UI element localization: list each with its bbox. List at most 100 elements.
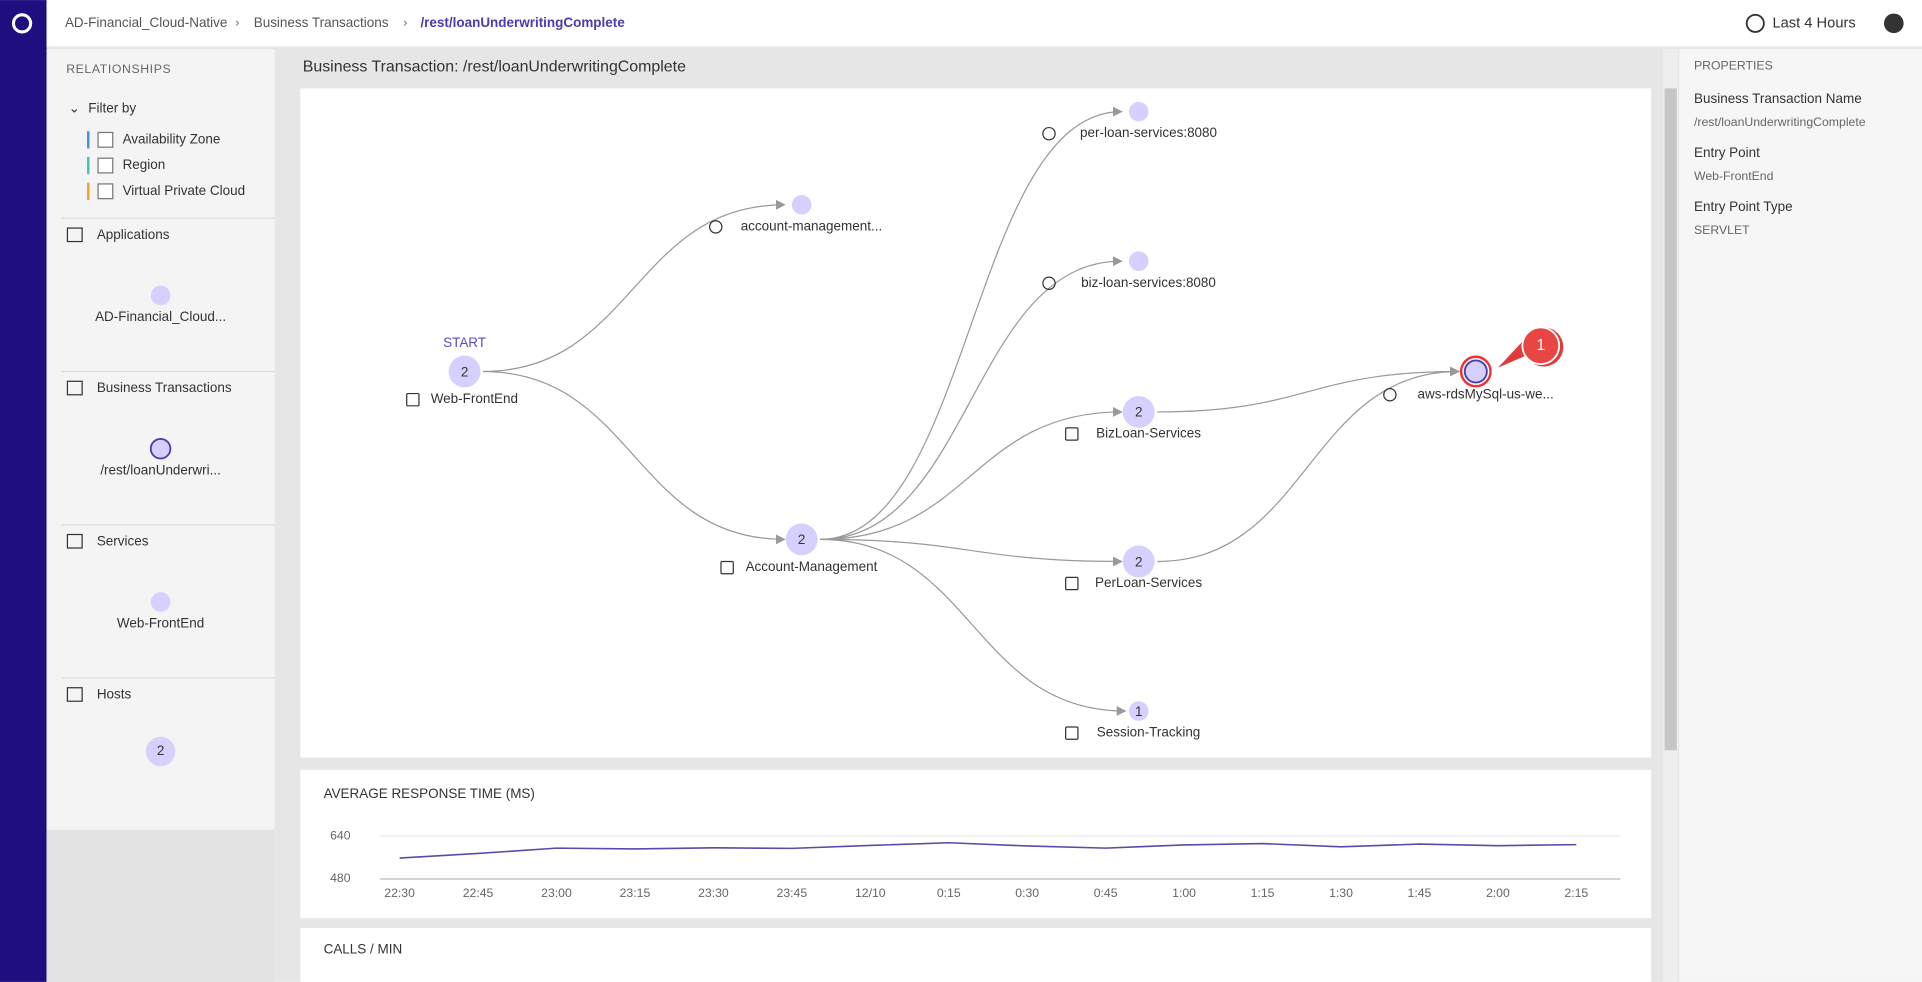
node-label: Web-FrontEnd	[117, 616, 204, 631]
node-count: 2	[798, 532, 806, 547]
node-label: account-management...	[741, 218, 883, 233]
property-name: Business Transaction Name	[1694, 91, 1862, 106]
section-title: Applications	[97, 227, 170, 242]
time-range[interactable]: Last 4 Hours	[1772, 15, 1855, 31]
property-value: SERVLET	[1694, 223, 1750, 237]
top-bar	[46, 0, 1922, 47]
sidebar-title: RELATIONSHIPS	[66, 62, 171, 76]
x-tick-label: 23:45	[777, 886, 808, 900]
section-icon	[66, 687, 83, 702]
x-tick-label: 1:45	[1408, 886, 1432, 900]
filter-name: Availability Zone	[123, 131, 221, 146]
node-icon	[1042, 276, 1056, 290]
edge	[820, 538, 1123, 567]
checkbox[interactable]	[97, 131, 114, 148]
properties-panel	[1679, 49, 1922, 982]
graph-node[interactable]	[791, 194, 812, 215]
calls-card	[300, 927, 1652, 982]
section-node[interactable]	[150, 285, 171, 306]
x-tick-label: 12/10	[855, 886, 886, 900]
x-tick-label: 2:00	[1486, 886, 1510, 900]
calls-title: CALLS / MIN	[324, 942, 403, 957]
checkbox[interactable]	[97, 157, 114, 174]
nav-rail	[0, 0, 47, 982]
node-icon	[1065, 576, 1079, 591]
node-icon	[720, 560, 734, 575]
node-count: 1	[1135, 704, 1143, 719]
section-title: Services	[97, 533, 149, 548]
chart-title: AVERAGE RESPONSE TIME (MS)	[324, 786, 535, 801]
checkbox[interactable]	[97, 183, 114, 200]
node-label: Session-Tracking	[1097, 725, 1201, 740]
graph-node[interactable]	[1128, 701, 1149, 721]
section-node[interactable]	[150, 592, 171, 612]
crumb-current: /rest/loanUnderwritingComplete	[420, 15, 625, 30]
edge	[820, 538, 1127, 716]
filter-color	[87, 156, 90, 175]
filter-color	[87, 182, 90, 200]
filter-color	[87, 131, 90, 149]
x-tick-label: 0:15	[937, 886, 961, 900]
node-label: AD-Financial_Cloud...	[95, 309, 226, 324]
x-tick-label: 23:00	[541, 886, 572, 900]
node-label: Web-FrontEnd	[431, 391, 518, 406]
node-label: Account-Management	[746, 559, 878, 574]
node-icon	[1065, 427, 1079, 441]
node-label: BizLoan-Services	[1096, 426, 1201, 441]
scroll-thumb[interactable]	[1664, 88, 1677, 751]
x-tick-label: 1:15	[1251, 886, 1275, 900]
edge	[1157, 366, 1460, 563]
graph-node[interactable]	[785, 523, 818, 556]
section-node[interactable]	[145, 736, 176, 767]
graph-node[interactable]	[1463, 359, 1488, 384]
node-label: per-loan-services:8080	[1080, 125, 1217, 140]
sep: ›	[403, 16, 407, 30]
sep: ›	[235, 16, 239, 30]
close[interactable]	[1884, 13, 1904, 34]
node-icon	[406, 392, 420, 407]
node-label: aws-rdsMySql-us-we...	[1418, 386, 1554, 401]
crumb[interactable]: Business Transactions	[254, 15, 389, 30]
graph-title: Business Transaction: /rest/loanUnderwri…	[303, 59, 686, 76]
node-icon	[708, 220, 723, 234]
x-tick-label: 2:15	[1564, 886, 1588, 900]
node-count: 2	[461, 364, 469, 379]
edge	[482, 199, 786, 373]
graph-node[interactable]	[1128, 251, 1149, 271]
edge	[820, 407, 1123, 541]
clock-icon	[1745, 13, 1765, 33]
node-count: 2	[1135, 405, 1143, 420]
response-line	[399, 841, 1577, 859]
filter-name: Region	[123, 157, 166, 172]
graph-node[interactable]	[1128, 101, 1149, 122]
graph-node[interactable]	[1122, 545, 1155, 578]
property-name: Entry Point	[1694, 145, 1760, 160]
x-tick-label: 23:30	[698, 886, 729, 900]
section-icon	[66, 380, 83, 396]
logo[interactable]	[11, 13, 33, 34]
callout-text: 1	[1536, 337, 1545, 354]
edge	[1157, 366, 1460, 413]
section-icon	[66, 533, 83, 549]
node-count: 2	[157, 743, 165, 758]
edge	[482, 370, 786, 545]
x-tick-label: 0:30	[1015, 886, 1039, 900]
y-tick-label: 480	[330, 871, 351, 885]
section-node[interactable]	[149, 437, 172, 460]
node-icon	[1065, 726, 1079, 740]
filter-label[interactable]: Filter by	[88, 101, 136, 116]
crumb[interactable]: AD-Financial_Cloud-Native	[65, 15, 227, 30]
chevron[interactable]: ⌄	[69, 101, 80, 116]
property-name: Entry Point Type	[1694, 199, 1793, 214]
section-title: Business Transactions	[97, 380, 232, 395]
x-tick-label: 23:15	[620, 886, 651, 900]
graph-node[interactable]	[448, 355, 481, 388]
node-label: biz-loan-services:8080	[1081, 275, 1216, 290]
graph-node[interactable]	[1122, 396, 1155, 428]
section-icon	[66, 227, 83, 243]
graph-card	[300, 88, 1652, 758]
sidebar	[46, 49, 275, 982]
x-tick-label: 0:45	[1094, 886, 1118, 900]
node-label: /rest/loanUnderwri...	[100, 462, 221, 477]
